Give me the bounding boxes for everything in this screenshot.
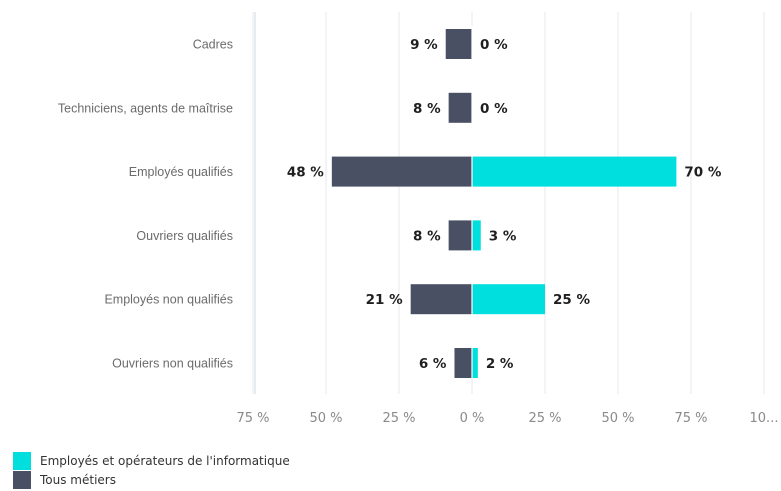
- bar-informatique-employes-qualifies[interactable]: [472, 156, 677, 187]
- legend-item-informatique[interactable]: Employés et opérateurs de l'informatique: [13, 451, 290, 470]
- bar-informatique-ouvriers-qualifies[interactable]: [472, 220, 481, 251]
- x-tick-label: 75 %: [674, 411, 707, 426]
- legend-item-tous-metiers[interactable]: Tous métiers: [13, 470, 290, 489]
- x-tick-label: 10...: [750, 411, 779, 426]
- bar-tous-metiers-employes-non-qualifies[interactable]: [410, 284, 472, 315]
- bar-tous-metiers-employes-qualifies[interactable]: [331, 156, 472, 187]
- legend: Employés et opérateurs de l'informatique…: [13, 451, 290, 489]
- x-axis-tick-labels: 75 % 50 % 25 % 0 % 25 % 50 % 75 % 10...: [236, 411, 778, 426]
- data-label-tous-metiers-ouvriers-non-qualifies: 6 %: [419, 356, 447, 372]
- x-tick-label: 25 %: [382, 411, 415, 426]
- category-label-techniciens-agents-de-maitrise: Techniciens, agents de maîtrise: [58, 101, 233, 115]
- data-label-informatique-employes-qualifies: 70 %: [684, 165, 721, 181]
- category-label-ouvriers-qualifies: Ouvriers qualifiés: [136, 229, 233, 243]
- bars: [331, 26, 677, 378]
- legend-label-informatique: Employés et opérateurs de l'informatique: [40, 453, 290, 468]
- data-label-informatique-employes-non-qualifies: 25 %: [553, 292, 590, 308]
- legend-swatch-tous-metiers: [13, 470, 31, 489]
- data-label-tous-metiers-techniciens-agents-de-maitrise: 8 %: [413, 101, 441, 117]
- data-label-tous-metiers-ouvriers-qualifies: 8 %: [413, 228, 441, 244]
- category-labels: Cadres Techniciens, agents de maîtrise Emp…: [58, 38, 233, 371]
- x-tick-label: 25 %: [528, 411, 561, 426]
- category-label-cadres: Cadres: [193, 38, 233, 52]
- data-label-informatique-ouvriers-non-qualifies: 2 %: [486, 356, 514, 372]
- bar-informatique-ouvriers-non-qualifies[interactable]: [472, 348, 478, 378]
- bar-tous-metiers-ouvriers-non-qualifies[interactable]: [454, 348, 472, 378]
- x-tick-label: 75 %: [236, 411, 269, 426]
- legend-label-tous-metiers: Tous métiers: [40, 472, 116, 487]
- bar-tous-metiers-techniciens-agents-de-maitrise[interactable]: [448, 92, 472, 123]
- x-tick-label: 0 %: [460, 411, 485, 426]
- category-label-employes-qualifies: Employés qualifiés: [129, 165, 233, 179]
- x-tick-label: 50 %: [309, 411, 342, 426]
- gridlines: [252, 12, 765, 394]
- bar-tous-metiers-cadres[interactable]: [445, 29, 472, 59]
- diverging-bar-chart: Cadres Techniciens, agents de maîtrise Emp…: [58, 12, 778, 426]
- bar-tous-metiers-ouvriers-qualifies[interactable]: [448, 220, 472, 251]
- bar-informatique-employes-non-qualifies[interactable]: [472, 284, 545, 315]
- category-label-ouvriers-non-qualifies: Ouvriers non qualifiés: [112, 357, 233, 371]
- category-label-employes-non-qualifies: Employés non qualifiés: [104, 293, 233, 307]
- data-label-informatique-ouvriers-qualifies: 3 %: [489, 228, 517, 244]
- data-label-tous-metiers-employes-qualifies: 48 %: [287, 165, 324, 181]
- legend-swatch-informatique: [13, 451, 31, 470]
- data-labels: 9 % 0 % 8 % 0 % 48 % 70 % 8 % 3 % 21 % 25 % 6 % 2 %: [287, 37, 722, 372]
- data-label-informatique-cadres: 0 %: [480, 37, 508, 53]
- data-label-informatique-techniciens-agents-de-maitrise: 0 %: [480, 101, 508, 117]
- data-label-tous-metiers-cadres: 9 %: [410, 37, 438, 53]
- x-tick-label: 50 %: [601, 411, 634, 426]
- data-label-tous-metiers-employes-non-qualifies: 21 %: [366, 292, 403, 308]
